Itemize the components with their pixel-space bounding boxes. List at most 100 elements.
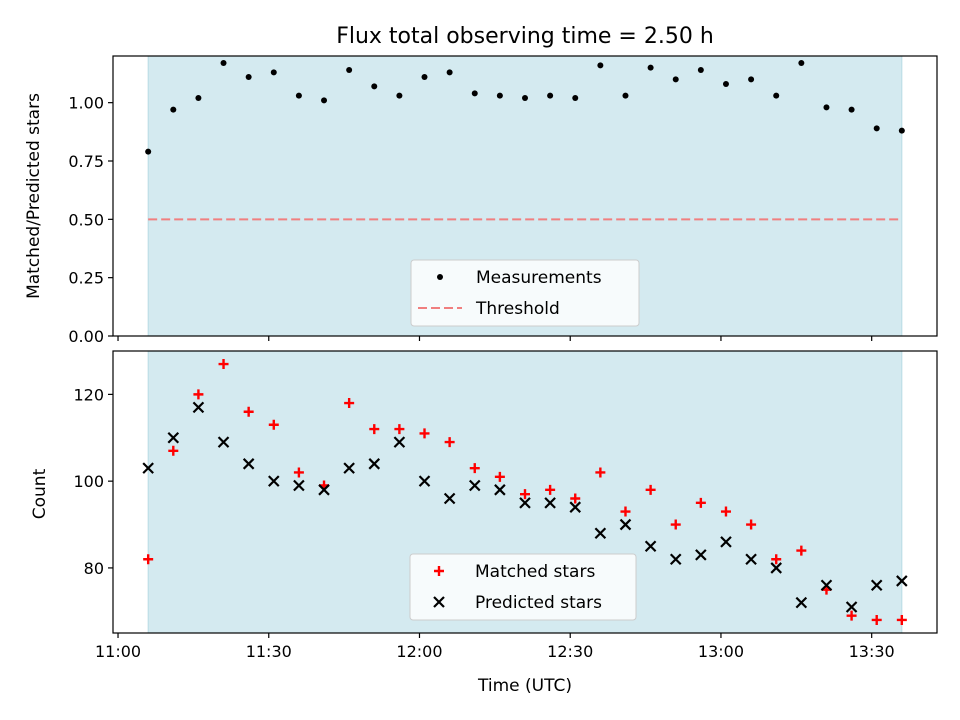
matched-star-point (746, 519, 757, 530)
measurement-point (295, 92, 302, 99)
measurement-point (371, 83, 378, 90)
predicted-star-point (669, 553, 682, 566)
predicted-star-point (318, 484, 330, 496)
x-tick-label: 13:00 (698, 642, 744, 661)
measurement-point (748, 76, 755, 83)
measurement-point (421, 74, 428, 80)
predicted-star-point (519, 497, 531, 509)
predicted-star-point (443, 492, 456, 505)
legend-label: Threshold (475, 299, 560, 319)
measurement-point (446, 69, 453, 76)
measurement-point (773, 92, 780, 99)
count-panel: 11:00 11:30 12:00 12:30 13:00 13:30 80 100 120 Ma… (73, 350, 938, 661)
x-tick-label: 11:30 (246, 642, 292, 661)
predicted-star-point (192, 401, 205, 414)
y-tick-label: 0.75 (68, 152, 104, 171)
x-axis-label: Time (UTC) (477, 676, 572, 696)
measurement-point (270, 69, 277, 76)
predicted-star-point (268, 475, 280, 487)
matched-star-point (720, 506, 731, 517)
matched-star-point (243, 406, 254, 417)
y-tick-label: 0.00 (68, 327, 104, 346)
matched-star-point (645, 484, 656, 495)
predicted-star-point (896, 575, 908, 587)
predicted-star-point (343, 462, 355, 474)
measurement-point (823, 104, 830, 111)
axes-frame (112, 350, 938, 634)
y-tick-label: 80 (84, 559, 104, 578)
matched-star-point (268, 419, 279, 430)
x-tick-label: 11:00 (95, 642, 141, 661)
predicted-star-point (795, 596, 808, 609)
y-tick-label: 120 (73, 385, 104, 404)
axes-frame (112, 55, 938, 337)
measurement-point (647, 64, 654, 71)
measurement-point (798, 60, 805, 66)
predicted-star-point (544, 497, 556, 509)
predicted-star-point (594, 527, 607, 539)
predicted-star-point (770, 562, 782, 574)
matched-star-point (871, 614, 882, 625)
matched-star-point (570, 493, 581, 504)
matched-star-point (293, 467, 304, 478)
predicted-star-point (569, 501, 582, 513)
legend-box (409, 553, 637, 621)
legend-matched-marker (434, 566, 444, 576)
matched-star-point (344, 398, 355, 409)
measurement-point (321, 97, 328, 104)
predicted-star-point (418, 475, 431, 487)
matched-star-point (143, 554, 154, 565)
predicted-star-point (293, 479, 305, 492)
legend-label: Measurements (476, 268, 602, 288)
legend-label: Predicted stars (475, 593, 602, 613)
matched-star-point (369, 424, 380, 435)
matched-star-point (695, 497, 706, 508)
predicted-star-point (820, 579, 833, 592)
legend-predicted-marker (433, 596, 445, 608)
matched-star-point (218, 359, 229, 370)
predicted-star-point (695, 549, 707, 561)
matched-star-point (670, 519, 681, 530)
y-tick-label: 0.25 (68, 269, 104, 288)
measurement-point (848, 106, 855, 113)
predicted-star-point (870, 579, 883, 592)
matched-star-point (494, 471, 505, 482)
matched-star-point (168, 445, 179, 456)
measurement-point (622, 92, 629, 99)
measurement-point (496, 92, 503, 99)
measurement-point (898, 127, 905, 134)
predicted-star-point (468, 479, 481, 492)
legend-label: Matched stars (475, 562, 595, 582)
measurement-point (572, 95, 579, 101)
predicted-star-point (845, 601, 858, 613)
legend-measurement-marker (437, 274, 443, 280)
matched-star-point (796, 545, 807, 556)
matched-star-point (444, 437, 455, 448)
predicted-star-point (368, 458, 381, 470)
bottom-y-axis-label: Count (30, 468, 50, 519)
measurement-point (672, 76, 679, 83)
predicted-star-point (393, 436, 406, 448)
predicted-star-point (720, 536, 732, 548)
measurement-point (547, 92, 554, 99)
predicted-star-point (644, 540, 657, 553)
measurement-point (522, 95, 528, 101)
matched-star-point (846, 610, 857, 621)
predicted-star-point (142, 462, 154, 474)
matched-star-point (545, 484, 556, 495)
y-tick-label: 100 (73, 472, 104, 491)
predicted-star-point (167, 431, 180, 444)
matched-star-point (193, 389, 204, 400)
ratio-panel: 0.00 0.25 0.50 0.75 1.00 Measurements Threshol… (68, 55, 938, 346)
chart-title: Flux total observing time = 2.50 h (336, 24, 714, 49)
predicted-star-point (619, 518, 632, 531)
matched-star-point (595, 467, 606, 478)
predicted-star-point (745, 553, 757, 566)
matched-star-point (620, 506, 631, 517)
matched-star-point (520, 489, 530, 500)
measurement-point (145, 148, 152, 155)
measurement-point (245, 74, 252, 80)
measurement-point (471, 90, 478, 97)
measurement-point (873, 125, 880, 132)
